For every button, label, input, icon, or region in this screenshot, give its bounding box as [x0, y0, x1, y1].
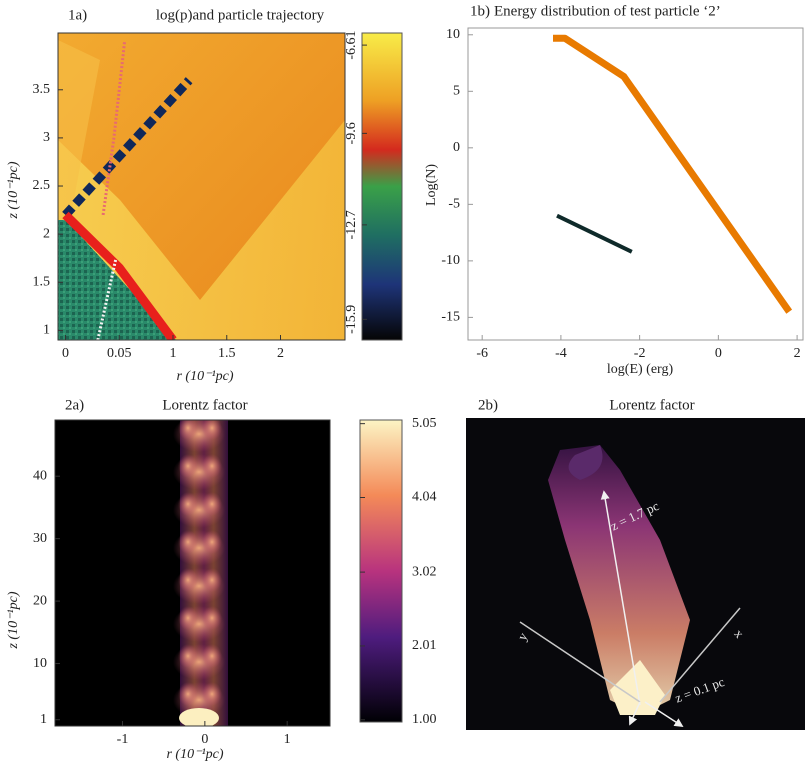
- y-tick-label: 3.5: [33, 82, 51, 97]
- x-axis-label: r (10⁻¹pc): [166, 747, 223, 762]
- x-tick-label: 1.5: [218, 346, 236, 361]
- chart-title: Lorentz factor: [162, 397, 247, 413]
- jet-knot: [178, 530, 198, 554]
- x-axis-label: log(E) (erg): [607, 362, 674, 377]
- colorbar-tick-label: -9.6: [344, 122, 359, 144]
- colorbar-tick-label: 5.05: [412, 416, 437, 431]
- jet-knot: [202, 530, 222, 554]
- chart-title: Energy distribution of test particle ‘2’: [494, 3, 721, 19]
- panel-label: 1a): [68, 7, 87, 23]
- jet-knot: [178, 606, 198, 630]
- x-tick-label: -6: [476, 346, 488, 361]
- chart-title: Lorentz factor: [609, 397, 694, 413]
- heatmap-1a: [58, 33, 345, 340]
- colorbar-tick-label: -15.9: [344, 305, 359, 334]
- colorbar-tick-label: -6.61: [344, 31, 359, 60]
- jet-knot: [178, 454, 198, 478]
- colorbar: [359, 419, 403, 723]
- jet-knot: [202, 492, 222, 516]
- y-axis-label: z (10⁻¹pc): [6, 591, 21, 649]
- jet-knot: [202, 454, 222, 478]
- y-tick-label: 1: [40, 712, 47, 727]
- y-tick-label: -5: [448, 197, 460, 212]
- y-tick-label: 2: [43, 226, 50, 241]
- y-tick-label: -10: [441, 253, 460, 268]
- plot-frame: [54, 419, 331, 727]
- jet-knot: [178, 644, 198, 668]
- heatmap-2a: [55, 420, 330, 726]
- jet-knot: [178, 568, 198, 592]
- x-tick-label: 0: [715, 346, 722, 361]
- y-tick-label: -15: [441, 310, 460, 325]
- x-axis-label: r (10⁻¹pc): [176, 369, 233, 384]
- y-tick-label: 10: [446, 27, 460, 42]
- x-tick-label: -4: [555, 346, 567, 361]
- y-tick-label: 5: [453, 84, 460, 99]
- chart-title: log(p)and particle trajectory: [156, 7, 325, 23]
- y-tick-label: 2.5: [33, 178, 51, 193]
- colorbar-tick-label: 1.00: [412, 712, 437, 727]
- x-tick-label: 1: [170, 346, 177, 361]
- x-tick-label: -1: [117, 732, 129, 747]
- y-tick-label: 0: [453, 140, 460, 155]
- series-line: [62, 77, 193, 218]
- render-2b: [466, 418, 805, 730]
- y-tick-label: 10: [33, 656, 47, 671]
- jet-knot: [202, 644, 222, 668]
- x-tick-label: -2: [634, 346, 646, 361]
- series-line: [96, 257, 118, 340]
- jet-knot: [202, 682, 222, 706]
- colorbar: [361, 32, 403, 341]
- y-axis-label: z (10⁻¹pc): [6, 161, 21, 219]
- jet-knot: [202, 606, 222, 630]
- jet-knot: [178, 682, 198, 706]
- x-tick-label: 2: [277, 346, 284, 361]
- jet-knot: [178, 420, 198, 440]
- series-line: [553, 34, 793, 314]
- series-line: [62, 211, 177, 340]
- y-tick-label: 1.5: [33, 274, 51, 289]
- series-line: [556, 213, 633, 254]
- jet-knot: [202, 568, 222, 592]
- panel-label: 2a): [65, 397, 84, 413]
- jet-knot: [178, 492, 198, 516]
- panel-label: 1b): [470, 3, 490, 19]
- plot-frame: [467, 27, 804, 341]
- x-tick-label: 1: [284, 732, 291, 747]
- y-axis-label: Log(N): [424, 164, 439, 206]
- colorbar-tick-label: 2.01: [412, 638, 437, 653]
- y-tick-label: 40: [33, 468, 47, 483]
- jet-knot: [202, 420, 222, 440]
- colorbar-tick-label: -12.7: [344, 210, 359, 239]
- x-tick-label: 0.05: [107, 346, 132, 361]
- colorbar-tick-label: 3.02: [412, 564, 437, 579]
- y-tick-label: 3: [43, 130, 50, 145]
- y-tick-label: 30: [33, 531, 47, 546]
- panel-label: 2b): [478, 397, 498, 413]
- colorbar-tick-label: 4.04: [412, 490, 437, 505]
- y-tick-label: 1: [43, 323, 50, 338]
- x-tick-label: 0: [201, 732, 208, 747]
- y-tick-label: 20: [33, 593, 47, 608]
- x-tick-label: 0: [62, 346, 69, 361]
- x-tick-label: 2: [794, 346, 801, 361]
- series-line: [101, 41, 127, 216]
